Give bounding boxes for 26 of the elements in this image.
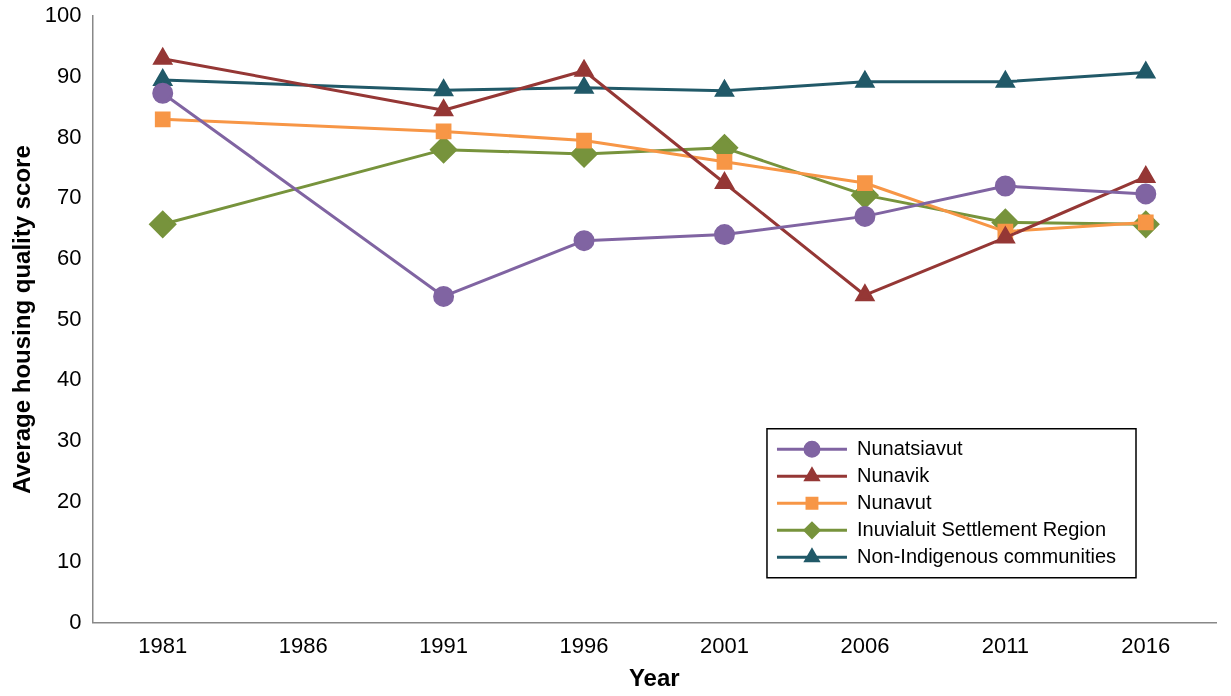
x-tick-label: 2006 bbox=[840, 633, 890, 659]
y-tick-label: 60 bbox=[57, 244, 82, 270]
y-tick-label: 100 bbox=[44, 2, 82, 28]
y-tick-label: 70 bbox=[57, 184, 82, 210]
y-tick-label: 90 bbox=[57, 62, 82, 88]
y-tick-label: 50 bbox=[57, 305, 82, 331]
y-axis-title: Average housing quality score bbox=[8, 145, 36, 494]
legend-label: Inuvialuit Settlement Region bbox=[856, 517, 1107, 540]
x-tick-label: 1981 bbox=[138, 633, 188, 659]
x-tick-label: 1986 bbox=[278, 633, 328, 659]
legend-label: Non-Indigenous communities bbox=[856, 544, 1117, 567]
y-tick-label: 10 bbox=[57, 548, 82, 574]
y-tick-label: 40 bbox=[57, 366, 82, 392]
x-tick-label: 2016 bbox=[1121, 633, 1171, 659]
y-tick-label: 0 bbox=[69, 608, 82, 634]
legend-label: Nunavut bbox=[856, 490, 932, 513]
x-tick-label: 2001 bbox=[699, 633, 749, 659]
x-tick-label: 1996 bbox=[559, 633, 609, 659]
y-tick-label: 30 bbox=[57, 426, 82, 452]
y-tick-label: 20 bbox=[57, 487, 82, 513]
legend-label: Nunatsiavut bbox=[856, 436, 964, 459]
x-tick-label: 1991 bbox=[419, 633, 469, 659]
x-axis-title: Year bbox=[628, 664, 680, 692]
legend-label: Nunavik bbox=[856, 463, 931, 486]
y-tick-label: 80 bbox=[57, 123, 82, 149]
x-tick-label: 2011 bbox=[981, 633, 1029, 659]
